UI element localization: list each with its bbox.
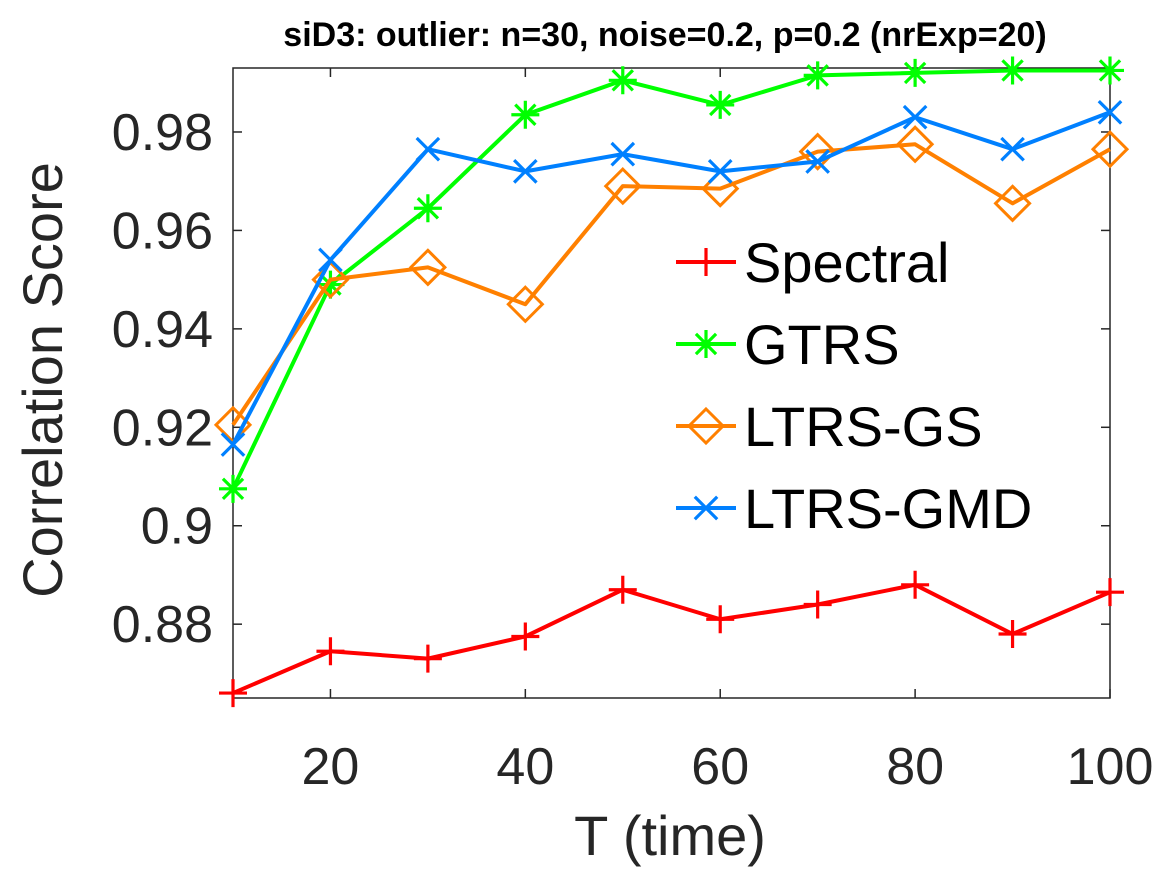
- data-point: [993, 184, 1032, 223]
- chart-title: siD3: outlier: n=30, noise=0.2, p=0.2 (n…: [283, 16, 1046, 54]
- data-point: [1000, 136, 1025, 162]
- y-tick-label: 0.94: [112, 301, 213, 359]
- legend-label: Spectral: [744, 231, 949, 294]
- x-tick-label: 100: [1067, 738, 1154, 796]
- data-point: [1096, 56, 1124, 85]
- y-tick-label: 0.88: [112, 596, 213, 654]
- data-point: [1096, 578, 1124, 607]
- y-tick-label: 0.9: [141, 498, 213, 556]
- data-point: [220, 432, 246, 457]
- series-line: [231, 110, 1111, 446]
- data-point: [415, 136, 441, 162]
- legend-label: LTRS-GMD: [744, 477, 1032, 540]
- data-point: [798, 132, 837, 171]
- data-point: [318, 247, 343, 273]
- plot-frame: [232, 67, 1111, 699]
- data-point: [316, 637, 345, 666]
- data-point: [895, 125, 935, 164]
- series-ltrs-gs: [213, 125, 1130, 444]
- x-tick-label: 20: [302, 738, 360, 796]
- data-point: [998, 56, 1027, 85]
- legend-item-spectral: Spectral: [676, 231, 949, 294]
- data-point: [707, 159, 733, 184]
- legend: Spectral GTRS LTRS-GS LTRS-GMD: [676, 231, 1032, 540]
- data-point: [805, 149, 830, 174]
- data-point: [219, 679, 247, 708]
- legend-marker: [693, 495, 719, 521]
- data-point: [608, 575, 637, 604]
- series-line: [231, 68, 1110, 490]
- legend-label: GTRS: [744, 313, 900, 376]
- data-point: [513, 159, 538, 184]
- data-point: [1097, 99, 1123, 125]
- data-point: [902, 104, 928, 130]
- data-point: [408, 248, 448, 287]
- data-point: [511, 100, 540, 129]
- data-point: [706, 605, 735, 634]
- series-line: [232, 582, 1111, 695]
- data-point: [1090, 130, 1130, 169]
- data-point: [603, 167, 642, 206]
- data-point: [311, 260, 350, 299]
- series-spectral: [219, 570, 1124, 708]
- legend-marker: [686, 406, 726, 446]
- legend-item-gtrs: GTRS: [676, 313, 900, 376]
- data-point: [219, 474, 247, 503]
- data-point: [803, 590, 832, 619]
- data-point: [901, 58, 930, 87]
- x-tick-label: 80: [886, 738, 944, 796]
- legend-item-ltrs-gmd: LTRS-GMD: [676, 477, 1032, 540]
- legend-marker: [692, 330, 720, 358]
- data-point: [506, 285, 545, 324]
- axes: 20 40 60 80 100 0.88 0.9 0.92 0.94 0.96 0.98: [112, 67, 1154, 796]
- y-axis-label: Correlation Score: [11, 162, 74, 598]
- y-tick-label: 0.98: [112, 104, 213, 162]
- data-point: [608, 66, 637, 95]
- data-point: [701, 169, 740, 208]
- series-gtrs: [219, 56, 1124, 503]
- data-point: [610, 141, 636, 167]
- data-point: [803, 61, 832, 90]
- data-point: [998, 620, 1027, 649]
- x-tick-label: 40: [496, 738, 554, 796]
- series-line: [231, 142, 1111, 426]
- data-point: [316, 270, 345, 299]
- data-point: [413, 644, 442, 673]
- x-axis-label: T (time): [574, 804, 766, 867]
- data-point: [901, 570, 930, 599]
- data-point: [706, 90, 735, 119]
- data-point: [511, 622, 540, 651]
- series-layer: [213, 56, 1130, 708]
- y-tick-label: 0.96: [112, 202, 213, 260]
- legend-marker: [692, 248, 720, 276]
- data-point: [413, 194, 442, 223]
- series-ltrs-gmd: [220, 99, 1123, 457]
- legend-label: LTRS-GS: [744, 395, 983, 458]
- x-tick-label: 60: [691, 738, 749, 796]
- legend-item-ltrs-gs: LTRS-GS: [676, 395, 983, 458]
- y-tick-label: 0.92: [112, 399, 213, 457]
